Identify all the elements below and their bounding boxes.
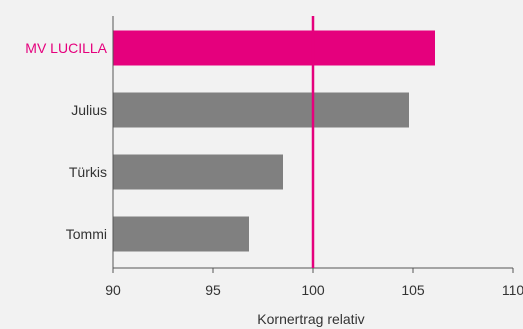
x-axis-label: Kornertrag relativ	[257, 311, 364, 327]
category-label: Tommi	[66, 226, 107, 242]
bar-t-rkis	[113, 154, 283, 190]
bar-tommi	[113, 216, 249, 252]
bar-mv-lucilla	[113, 30, 435, 66]
category-label: Julius	[71, 102, 107, 118]
x-tick-label: 105	[401, 282, 425, 298]
category-label: Türkis	[69, 164, 107, 180]
x-tick-label: 110	[502, 282, 523, 298]
bar-julius	[113, 92, 409, 128]
category-label: MV LUCILLA	[25, 40, 107, 56]
x-tick-label: 90	[105, 282, 121, 298]
x-tick-label: 95	[205, 282, 221, 298]
x-tick-label: 100	[301, 282, 325, 298]
